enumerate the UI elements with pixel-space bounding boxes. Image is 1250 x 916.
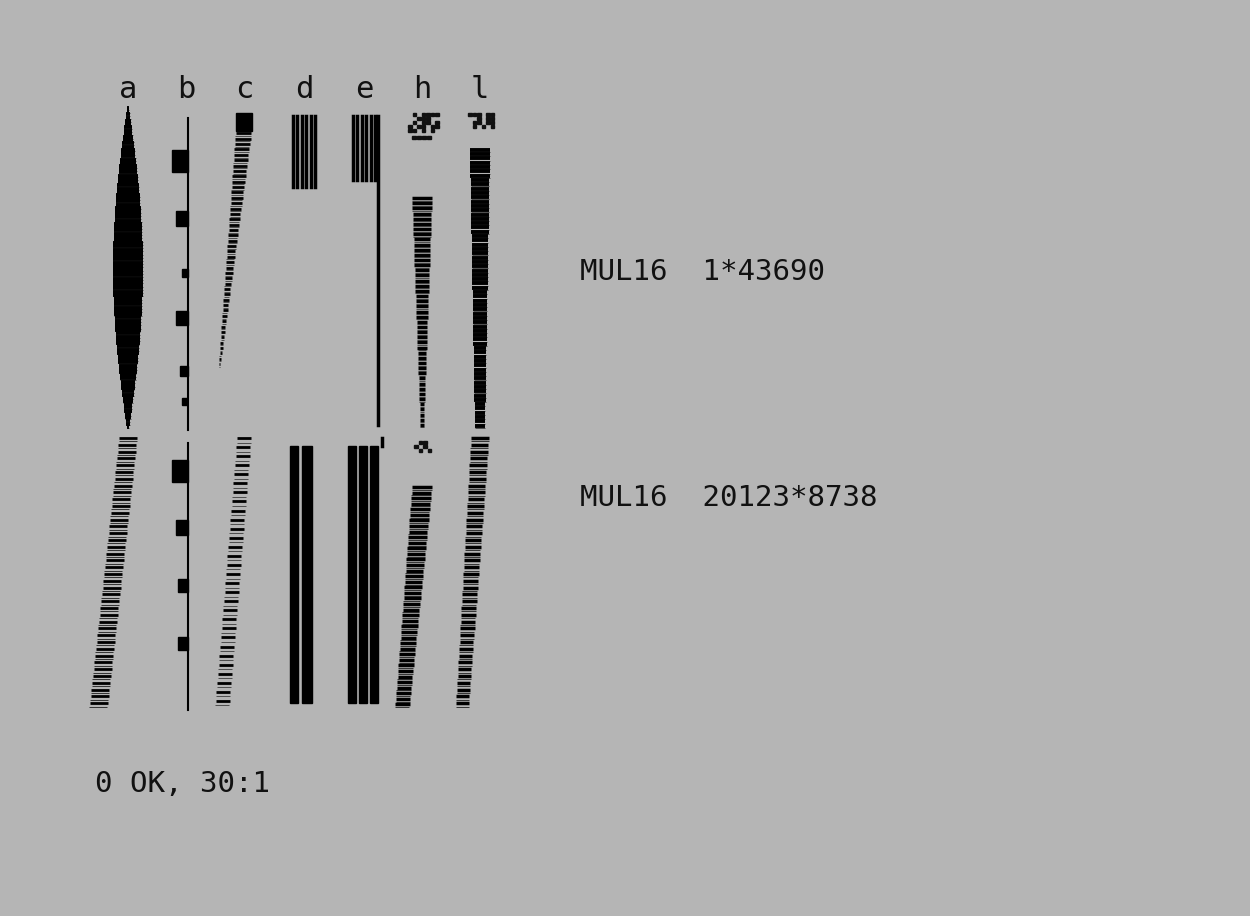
Bar xyxy=(486,117,490,120)
Text: 0 OK, 30:1: 0 OK, 30:1 xyxy=(95,770,270,798)
Text: MUL16  1*43690: MUL16 1*43690 xyxy=(580,258,825,286)
Bar xyxy=(419,441,422,444)
Bar xyxy=(486,113,490,116)
Bar xyxy=(422,441,426,444)
Bar xyxy=(426,117,430,120)
Bar xyxy=(348,446,356,703)
Bar xyxy=(173,460,188,482)
Bar xyxy=(180,365,188,376)
Bar xyxy=(428,449,431,452)
Bar xyxy=(408,129,411,132)
Bar xyxy=(478,121,480,124)
Bar xyxy=(490,125,494,128)
Bar xyxy=(182,398,188,405)
Text: c: c xyxy=(235,75,254,104)
Bar xyxy=(408,125,411,128)
Bar xyxy=(182,269,188,277)
Bar xyxy=(472,113,476,116)
Text: d: d xyxy=(295,75,314,104)
Bar xyxy=(490,117,494,120)
Bar xyxy=(430,125,434,128)
Bar xyxy=(430,113,434,116)
Bar xyxy=(418,125,420,128)
Bar xyxy=(359,446,368,703)
Bar xyxy=(421,113,425,116)
Bar xyxy=(422,136,425,139)
Bar xyxy=(478,113,480,116)
Bar xyxy=(435,125,439,128)
Bar xyxy=(428,136,430,139)
Bar xyxy=(481,125,485,128)
Bar xyxy=(290,446,298,703)
Bar xyxy=(426,121,430,124)
Bar xyxy=(176,211,187,226)
Bar xyxy=(468,113,471,116)
Text: e: e xyxy=(355,75,374,104)
Bar xyxy=(435,121,439,124)
Text: l: l xyxy=(471,75,489,104)
Bar xyxy=(370,446,378,703)
Bar xyxy=(426,113,430,116)
Bar xyxy=(472,125,476,128)
Text: h: h xyxy=(412,75,431,104)
Text: b: b xyxy=(176,75,195,104)
Bar xyxy=(412,121,416,124)
Bar xyxy=(490,113,494,116)
Text: MUL16  20123*8738: MUL16 20123*8738 xyxy=(580,484,878,512)
Bar xyxy=(421,125,425,128)
Bar xyxy=(173,150,188,172)
Bar xyxy=(418,117,420,120)
Bar xyxy=(176,311,187,325)
Bar xyxy=(177,637,187,649)
Bar xyxy=(490,121,494,124)
Bar xyxy=(177,580,187,593)
Bar xyxy=(421,121,425,124)
Bar xyxy=(421,117,425,120)
Bar xyxy=(419,449,422,452)
Bar xyxy=(176,519,187,535)
Bar xyxy=(412,129,416,132)
Bar xyxy=(412,113,416,116)
Bar xyxy=(421,129,425,132)
Bar xyxy=(302,446,312,703)
Bar xyxy=(418,136,420,139)
Bar xyxy=(472,121,476,124)
Bar xyxy=(435,113,439,116)
Bar xyxy=(486,121,490,124)
Bar xyxy=(430,129,434,132)
Bar xyxy=(236,113,252,131)
Text: a: a xyxy=(119,75,138,104)
Bar xyxy=(412,136,415,139)
Bar xyxy=(414,445,418,448)
Bar xyxy=(422,445,426,448)
Bar xyxy=(478,117,480,120)
